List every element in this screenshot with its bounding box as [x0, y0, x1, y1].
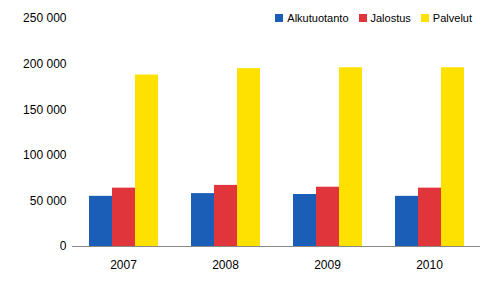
- svg-text:100 000: 100 000: [23, 148, 67, 162]
- svg-text:2009: 2009: [314, 258, 341, 272]
- svg-text:0: 0: [60, 239, 67, 253]
- svg-text:250 000: 250 000: [23, 11, 67, 25]
- svg-text:150 000: 150 000: [23, 103, 67, 117]
- svg-text:2007: 2007: [110, 258, 137, 272]
- html-text:Jalostus: Jalostus: [370, 12, 411, 24]
- html-text:Palvelut: Palvelut: [432, 12, 472, 24]
- svg-text:2008: 2008: [212, 258, 239, 272]
- svg-text:50 000: 50 000: [30, 194, 67, 208]
- svg-text:2010: 2010: [416, 258, 443, 272]
- html-text:Alkutuotanto: Alkutuotanto: [287, 12, 349, 24]
- svg-text:200 000: 200 000: [23, 57, 67, 71]
